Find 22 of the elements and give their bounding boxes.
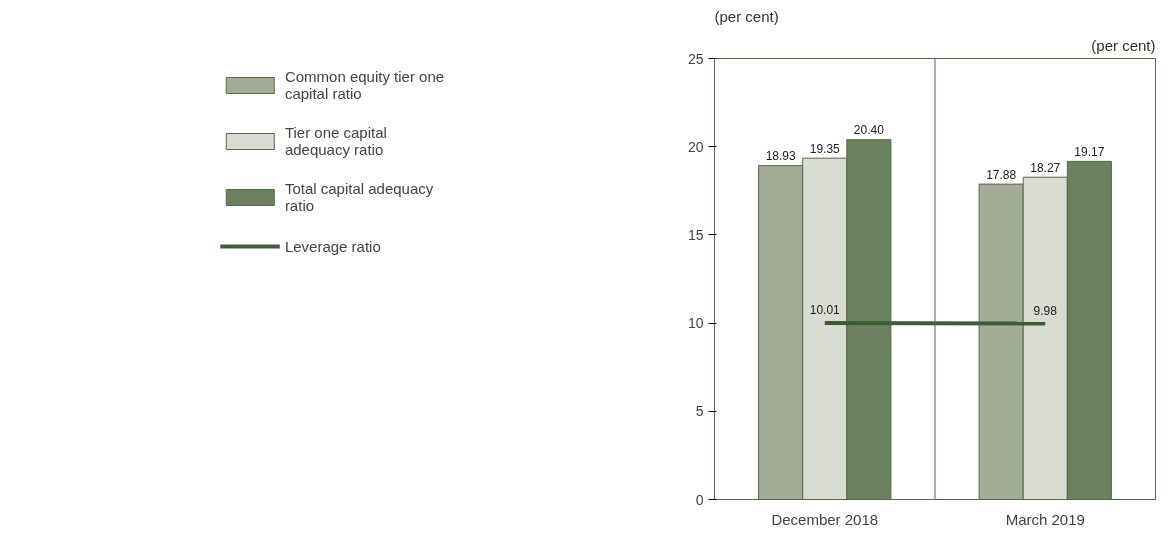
legend-label: Common equity tier one capital ratio <box>284 68 445 102</box>
x-tick-label: March 2019 <box>1005 510 1085 528</box>
y-tick-label: 25 <box>687 50 704 67</box>
data-label: 19.17 <box>1074 145 1105 160</box>
y-tick-label: 5 <box>695 403 704 420</box>
y-tick-label: 0 <box>695 491 704 508</box>
legend-label: Total capital adequacy ratio <box>284 180 434 214</box>
y-tick-label: 15 <box>687 226 704 243</box>
y-axis-title: (per cent) <box>714 7 779 25</box>
legend-label: Tier one capital adequacy ratio <box>284 124 387 158</box>
data-label: 20.40 <box>853 123 885 138</box>
data-label: 18.93 <box>765 149 796 164</box>
y-tick-label: 10 <box>687 315 704 332</box>
y-tick-label: 20 <box>687 138 704 155</box>
text: (per cent) <box>1091 36 1156 54</box>
data-label: 10.01 <box>809 303 841 318</box>
data-label: 19.35 <box>809 141 841 156</box>
data-label: 9.98 <box>1033 303 1058 318</box>
legend-label: Leverage ratio <box>284 237 381 255</box>
data-label: 17.88 <box>986 167 1017 182</box>
data-label: 18.27 <box>1030 160 1061 175</box>
x-tick-label: December 2018 <box>771 510 879 528</box>
